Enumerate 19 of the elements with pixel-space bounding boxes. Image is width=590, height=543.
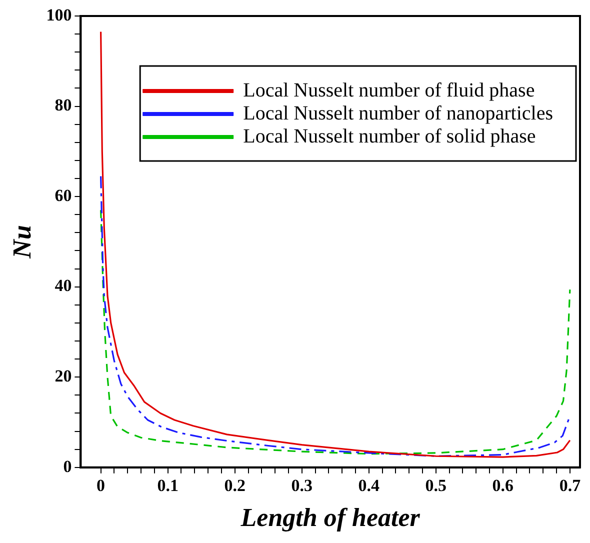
legend-label: Local Nusselt number of nanoparticles bbox=[243, 102, 554, 124]
legend-label: Local Nusselt number of fluid phase bbox=[243, 79, 535, 102]
y-tick-label: 100 bbox=[46, 5, 72, 24]
x-tick-label: 0.2 bbox=[224, 476, 246, 495]
y-tick-label: 20 bbox=[54, 366, 72, 386]
x-tick-label: 0.6 bbox=[492, 476, 514, 495]
y-tick-label: 40 bbox=[54, 276, 72, 296]
x-tick-label: 0 bbox=[96, 476, 106, 495]
legend-label: Local Nusselt number of solid phase bbox=[243, 125, 536, 148]
y-tick-label: 0 bbox=[63, 456, 72, 476]
y-tick-label: 80 bbox=[54, 96, 72, 115]
x-tick-label: 0.4 bbox=[358, 476, 380, 495]
x-tick-label: 0.5 bbox=[425, 476, 447, 495]
x-tick-label: 0.3 bbox=[291, 476, 312, 495]
y-axis-title: Nu bbox=[7, 225, 36, 260]
y-tick-label: 60 bbox=[54, 186, 72, 205]
x-tick-label: 0.7 bbox=[559, 476, 582, 495]
x-tick-label: 0.1 bbox=[157, 476, 178, 495]
x-axis-title: Length of heater bbox=[240, 503, 421, 532]
